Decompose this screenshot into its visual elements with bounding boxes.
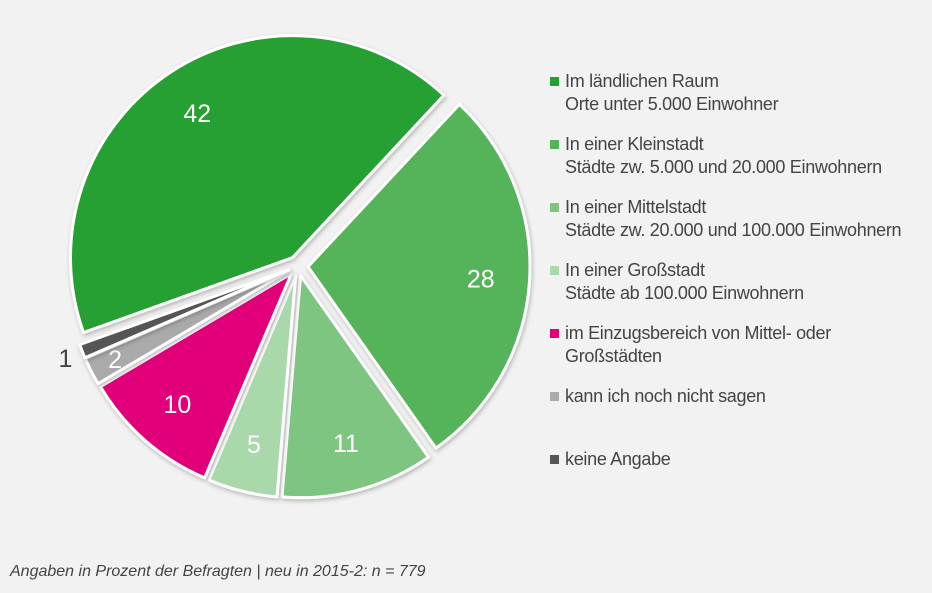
slice-value-label: 5 [247, 431, 261, 459]
legend-sublabel: Orte unter 5.000 Einwohner [565, 94, 779, 114]
legend-swatch [550, 203, 559, 212]
legend-sublabel: Großstädten [565, 346, 662, 366]
legend-label: In einer Kleinstadt [565, 134, 704, 154]
legend-label: In einer Großstadt [565, 260, 705, 280]
slice-value-label: 2 [108, 346, 122, 374]
legend-item: In einer Mittelstadt Städte zw. 20.000 un… [550, 196, 902, 242]
pie-slice [69, 34, 446, 335]
pie-slice [207, 274, 298, 499]
legend-swatch [550, 329, 559, 338]
legend-item: In einer Großstadt Städte ab 100.000 Einw… [550, 259, 804, 305]
legend-text: Im ländlichen Raum Orte unter 5.000 Einwo… [565, 70, 779, 116]
legend-label: In einer Mittelstadt [565, 197, 707, 217]
legend-item: keine Angabe [550, 448, 671, 471]
legend-swatch [550, 455, 559, 464]
legend-label: im Einzugsbereich von Mittel- oder [565, 323, 831, 343]
slice-value-label: 1 [59, 345, 73, 373]
slice-value-label: 42 [183, 100, 211, 128]
pie-slice [78, 268, 291, 360]
legend-text: In einer Großstadt Städte ab 100.000 Einw… [565, 259, 804, 305]
slice-value-label: 10 [163, 391, 191, 419]
pie-slice [98, 272, 293, 480]
legend-text: kann ich noch nicht sagen [565, 385, 766, 408]
legend-label: kann ich noch nicht sagen [565, 386, 766, 406]
pie-slice [306, 102, 532, 450]
legend-item: im Einzugsbereich von Mittel- oder Großst… [550, 322, 831, 368]
legend-text: In einer Mittelstadt Städte zw. 20.000 un… [565, 196, 902, 242]
footnote: Angaben in Prozent der Befragten | neu i… [10, 563, 426, 580]
legend-sublabel: Städte zw. 5.000 und 20.000 Einwohnern [565, 157, 882, 177]
legend-text: In einer Kleinstadt Städte zw. 5.000 und … [565, 133, 882, 179]
pie-chart: 28 11 5 10 2 1 42 [59, 34, 532, 500]
slice-value-label: 11 [333, 430, 359, 458]
legend-item: In einer Kleinstadt Städte zw. 5.000 und … [550, 133, 882, 179]
legend-sublabel: Städte ab 100.000 Einwohnern [565, 283, 804, 303]
legend-sublabel: Städte zw. 20.000 und 100.000 Einwohnern [565, 220, 902, 240]
legend-swatch [550, 77, 559, 86]
legend-item: Im ländlichen Raum Orte unter 5.000 Einwo… [550, 70, 779, 116]
legend-swatch [550, 266, 559, 275]
pie-slice [280, 274, 431, 500]
legend-label: keine Angabe [565, 449, 671, 469]
legend-swatch [550, 392, 559, 401]
legend-swatch [550, 140, 559, 149]
slice-value-label: 28 [467, 265, 495, 293]
legend-text: im Einzugsbereich von Mittel- oder Großst… [565, 322, 831, 368]
legend-label: Im ländlichen Raum [565, 71, 719, 91]
legend-item: kann ich noch nicht sagen [550, 385, 766, 408]
legend-text: keine Angabe [565, 448, 671, 471]
